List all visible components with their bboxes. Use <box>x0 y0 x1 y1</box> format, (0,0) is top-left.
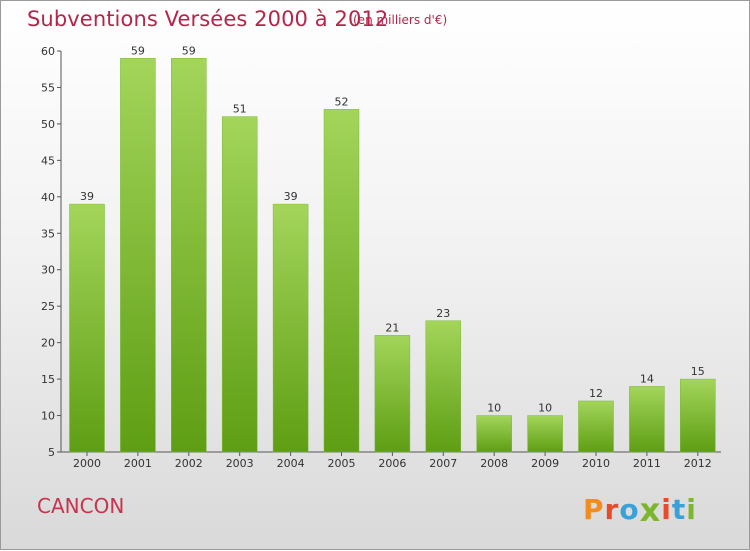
x-tick-label: 2012 <box>684 457 712 470</box>
x-tick-label: 2005 <box>328 457 356 470</box>
bar <box>527 415 563 453</box>
data-label: 59 <box>182 44 196 57</box>
y-tick-label: 50 <box>41 118 55 131</box>
y-tick-label: 20 <box>41 337 55 350</box>
y-tick-label: 55 <box>41 81 55 94</box>
y-tick-label: 60 <box>41 45 55 58</box>
x-tick-label: 2011 <box>633 457 661 470</box>
axes: 5 10 15 20 25 30 35 40 45 50 55 60 2000 2001 2002 2003 2… <box>41 45 721 470</box>
town-name: CANCON <box>37 494 125 518</box>
bar <box>680 378 716 453</box>
y-tick-label: 40 <box>41 191 55 204</box>
x-tick-label: 2002 <box>175 457 203 470</box>
data-label: 12 <box>589 387 603 400</box>
data-label: 21 <box>385 321 399 334</box>
x-tick-label: 2006 <box>378 457 406 470</box>
data-label: 52 <box>335 95 349 108</box>
proxiti-logo: Proxiti <box>583 489 697 529</box>
x-tick-label: 2004 <box>277 457 305 470</box>
bar <box>476 415 512 453</box>
x-tick-label: 2001 <box>124 457 152 470</box>
logo-letter: i <box>686 493 697 526</box>
y-tick-label: 45 <box>41 154 55 167</box>
logo-letter: r <box>604 493 620 526</box>
bar <box>69 203 105 453</box>
data-labels: 39 59 59 51 39 52 21 23 10 10 12 14 15 <box>80 44 705 414</box>
data-label: 39 <box>284 190 298 203</box>
data-label: 14 <box>640 372 654 385</box>
x-tick-label: 2003 <box>226 457 254 470</box>
y-tick-label: 30 <box>41 264 55 277</box>
bar <box>578 400 614 453</box>
logo-letter: P <box>583 493 605 526</box>
y-tick-label: 35 <box>41 227 55 240</box>
x-tick-label: 2007 <box>429 457 457 470</box>
logo-letter: x <box>639 491 662 529</box>
bar <box>171 58 207 453</box>
bar <box>425 320 462 453</box>
logo-letter: o <box>619 493 640 526</box>
logo-letter: i <box>661 493 672 526</box>
bar <box>120 58 156 453</box>
bar <box>221 116 258 453</box>
y-tick-label: 10 <box>41 410 55 423</box>
logo-letter: t <box>671 493 687 526</box>
chart-subtitle: (en milliers d'€) <box>353 13 448 27</box>
bar <box>272 203 309 453</box>
data-label: 51 <box>233 103 247 116</box>
y-tick-label: 25 <box>41 300 55 313</box>
data-label: 23 <box>436 307 450 320</box>
x-tick-label: 2000 <box>73 457 101 470</box>
bars <box>69 58 716 453</box>
y-tick-label: 5 <box>48 446 55 459</box>
bar <box>323 109 360 453</box>
data-label: 15 <box>691 365 705 378</box>
chart-title: Subventions Versées 2000 à 2012 <box>27 7 389 31</box>
x-tick-label: 2009 <box>531 457 559 470</box>
bar <box>374 335 411 453</box>
bar <box>629 386 665 453</box>
y-tick-label: 15 <box>41 373 55 386</box>
data-label: 10 <box>487 402 501 415</box>
data-label: 10 <box>538 402 552 415</box>
x-tick-label: 2008 <box>480 457 508 470</box>
data-label: 39 <box>80 190 94 203</box>
data-label: 59 <box>131 44 145 57</box>
x-tick-label: 2010 <box>582 457 610 470</box>
